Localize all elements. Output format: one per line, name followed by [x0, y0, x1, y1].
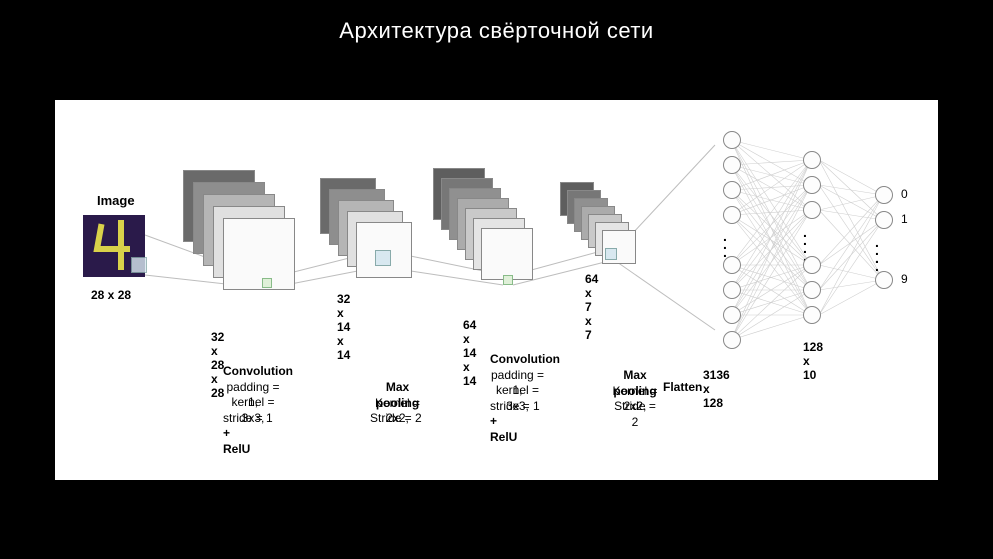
pool1-window [375, 250, 391, 266]
dense2-dims: 128 x 10 [803, 340, 823, 382]
pool2-dims: 64 x 7 x 7 [585, 272, 598, 342]
input-receptive-field [131, 257, 147, 273]
output-label-9: 9 [901, 272, 908, 288]
slide-title: Архитектура свёрточной сети [0, 0, 993, 44]
input-image [83, 215, 145, 277]
input-label: Image [97, 193, 135, 208]
dense1-dims: 3136 x 128 [703, 368, 730, 410]
pool2-caption: Max pooling Kernel = 2x2, Stride = 2 [560, 368, 660, 399]
output-label-1: 1 [901, 212, 908, 228]
conv2-caption: Convolution padding = 1, kernel = 3x3, s… [435, 352, 545, 430]
output-label-0: 0 [901, 187, 908, 203]
diagram-canvas: Image 28 x 28 32 x 28 x 28 Convolution p… [55, 100, 938, 480]
kernel-marker-2 [503, 275, 513, 285]
pool2-window [605, 248, 617, 260]
kernel-marker-1 [262, 278, 272, 288]
input-dims: 28 x 28 [91, 288, 131, 302]
pool1-dims: 32 x 14 x 14 [337, 292, 350, 362]
pool1-caption: Max pooling Kernel = 2x2, Stride = 2 [315, 380, 425, 411]
conv1-caption: Convolution padding = 1, kernel = 3x3, s… [163, 364, 283, 442]
